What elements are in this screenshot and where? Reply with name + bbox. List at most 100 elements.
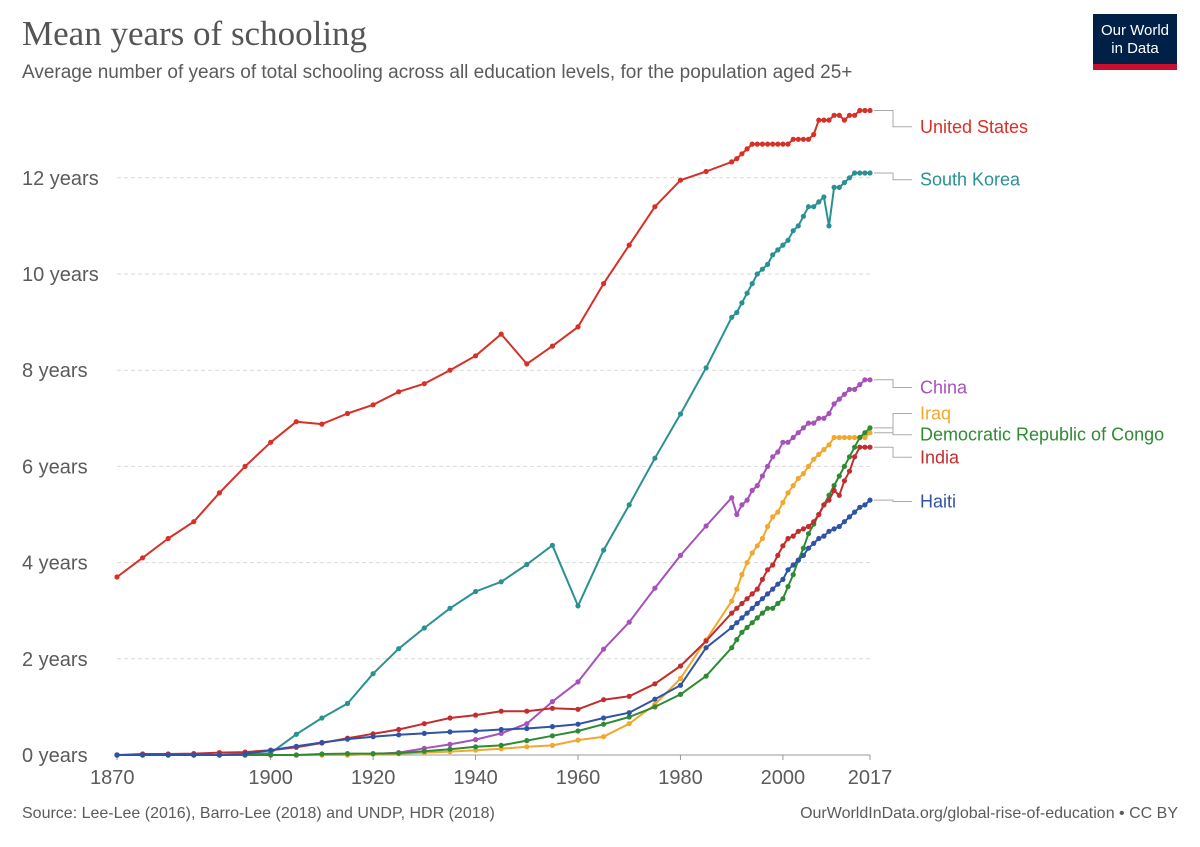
data-point	[805, 420, 812, 426]
data-point	[293, 752, 299, 758]
data-point	[191, 752, 197, 758]
data-point	[729, 610, 735, 616]
data-point	[754, 271, 760, 277]
data-point	[780, 543, 786, 549]
data-point	[739, 502, 745, 508]
data-point	[841, 180, 848, 186]
data-point	[447, 741, 453, 748]
data-point	[857, 434, 863, 441]
data-point	[293, 419, 299, 425]
y-axis: 0 years 2 years 4 years 6 years 8 years 10 ye…	[22, 168, 99, 767]
owid-logo[interactable]: Our World in Data	[1093, 14, 1177, 70]
x-tick-label: 1900	[248, 767, 293, 789]
data-point	[739, 572, 745, 578]
data-point	[749, 591, 755, 597]
credit-link[interactable]: OurWorldInData.org/global-rise-of-educat…	[800, 805, 1178, 822]
data-point	[811, 131, 817, 138]
data-point	[821, 415, 827, 421]
series-label[interactable]: China	[920, 378, 968, 398]
label-connector	[874, 172, 912, 181]
series-united-states[interactable]	[114, 107, 873, 580]
data-point	[744, 290, 750, 296]
series-label[interactable]: Democratic Republic of Congo	[920, 425, 1164, 445]
data-point	[293, 731, 299, 737]
data-point	[729, 159, 735, 165]
series-label[interactable]: Iraq	[920, 403, 951, 423]
series-label[interactable]: United States	[920, 117, 1028, 137]
data-point	[816, 415, 822, 421]
data-point	[396, 732, 402, 738]
data-point	[749, 620, 755, 626]
x-tick-label: 1920	[351, 767, 396, 789]
data-point	[549, 724, 556, 730]
data-point	[191, 519, 197, 525]
data-point	[852, 444, 858, 450]
data-point	[729, 495, 735, 501]
data-point	[826, 117, 832, 123]
data-point	[734, 309, 740, 316]
series-china[interactable]	[114, 377, 873, 758]
data-point	[498, 730, 504, 737]
series-iraq[interactable]	[114, 430, 873, 758]
data-point	[473, 712, 479, 718]
data-point	[319, 751, 325, 757]
series-haiti[interactable]	[114, 497, 873, 758]
data-point	[831, 184, 837, 190]
data-point	[857, 170, 863, 176]
data-point	[626, 710, 632, 716]
x-tick-label: 2017	[848, 767, 893, 789]
data-point	[370, 734, 376, 740]
data-point	[785, 141, 791, 147]
data-point	[575, 324, 581, 330]
data-point	[575, 721, 581, 727]
series-line	[117, 431, 871, 756]
data-point	[739, 600, 745, 607]
data-point	[677, 552, 684, 559]
data-point	[749, 550, 755, 556]
data-point	[549, 542, 556, 548]
data-point	[729, 314, 735, 320]
data-point	[652, 704, 658, 710]
series-label[interactable]: India	[920, 447, 960, 467]
data-point	[790, 572, 796, 578]
data-point	[780, 141, 786, 147]
data-point	[268, 752, 274, 758]
data-point	[759, 535, 766, 542]
data-point	[396, 726, 402, 733]
data-point	[421, 748, 427, 754]
data-point	[790, 562, 796, 568]
data-point	[805, 523, 812, 530]
data-point	[821, 194, 827, 200]
data-point	[765, 463, 771, 469]
data-point	[857, 444, 863, 450]
data-point	[242, 751, 248, 757]
series-label[interactable]: South Korea	[920, 170, 1021, 190]
data-point	[862, 434, 868, 441]
data-point	[770, 141, 776, 147]
series-democratic-republic-of-congo[interactable]	[114, 425, 873, 758]
data-point	[867, 377, 873, 383]
data-point	[775, 581, 781, 587]
data-point	[549, 343, 556, 349]
y-tick-label: 12 years	[22, 168, 99, 190]
data-point	[857, 504, 863, 510]
label-connector	[874, 413, 912, 434]
data-point	[524, 708, 530, 714]
data-point	[867, 425, 873, 431]
data-point	[601, 697, 607, 703]
data-point	[652, 696, 658, 702]
data-point	[729, 645, 735, 651]
data-point	[785, 567, 791, 573]
label-connector	[874, 379, 912, 388]
data-point	[626, 714, 632, 720]
data-point	[795, 136, 801, 142]
series-south-korea[interactable]	[114, 170, 873, 758]
data-point	[749, 141, 755, 147]
series-label[interactable]: Haiti	[920, 492, 956, 512]
data-point	[703, 168, 709, 175]
data-point	[862, 107, 868, 114]
data-point	[852, 434, 858, 441]
data-point	[826, 497, 832, 503]
data-point	[852, 386, 858, 392]
data-point	[473, 353, 479, 359]
